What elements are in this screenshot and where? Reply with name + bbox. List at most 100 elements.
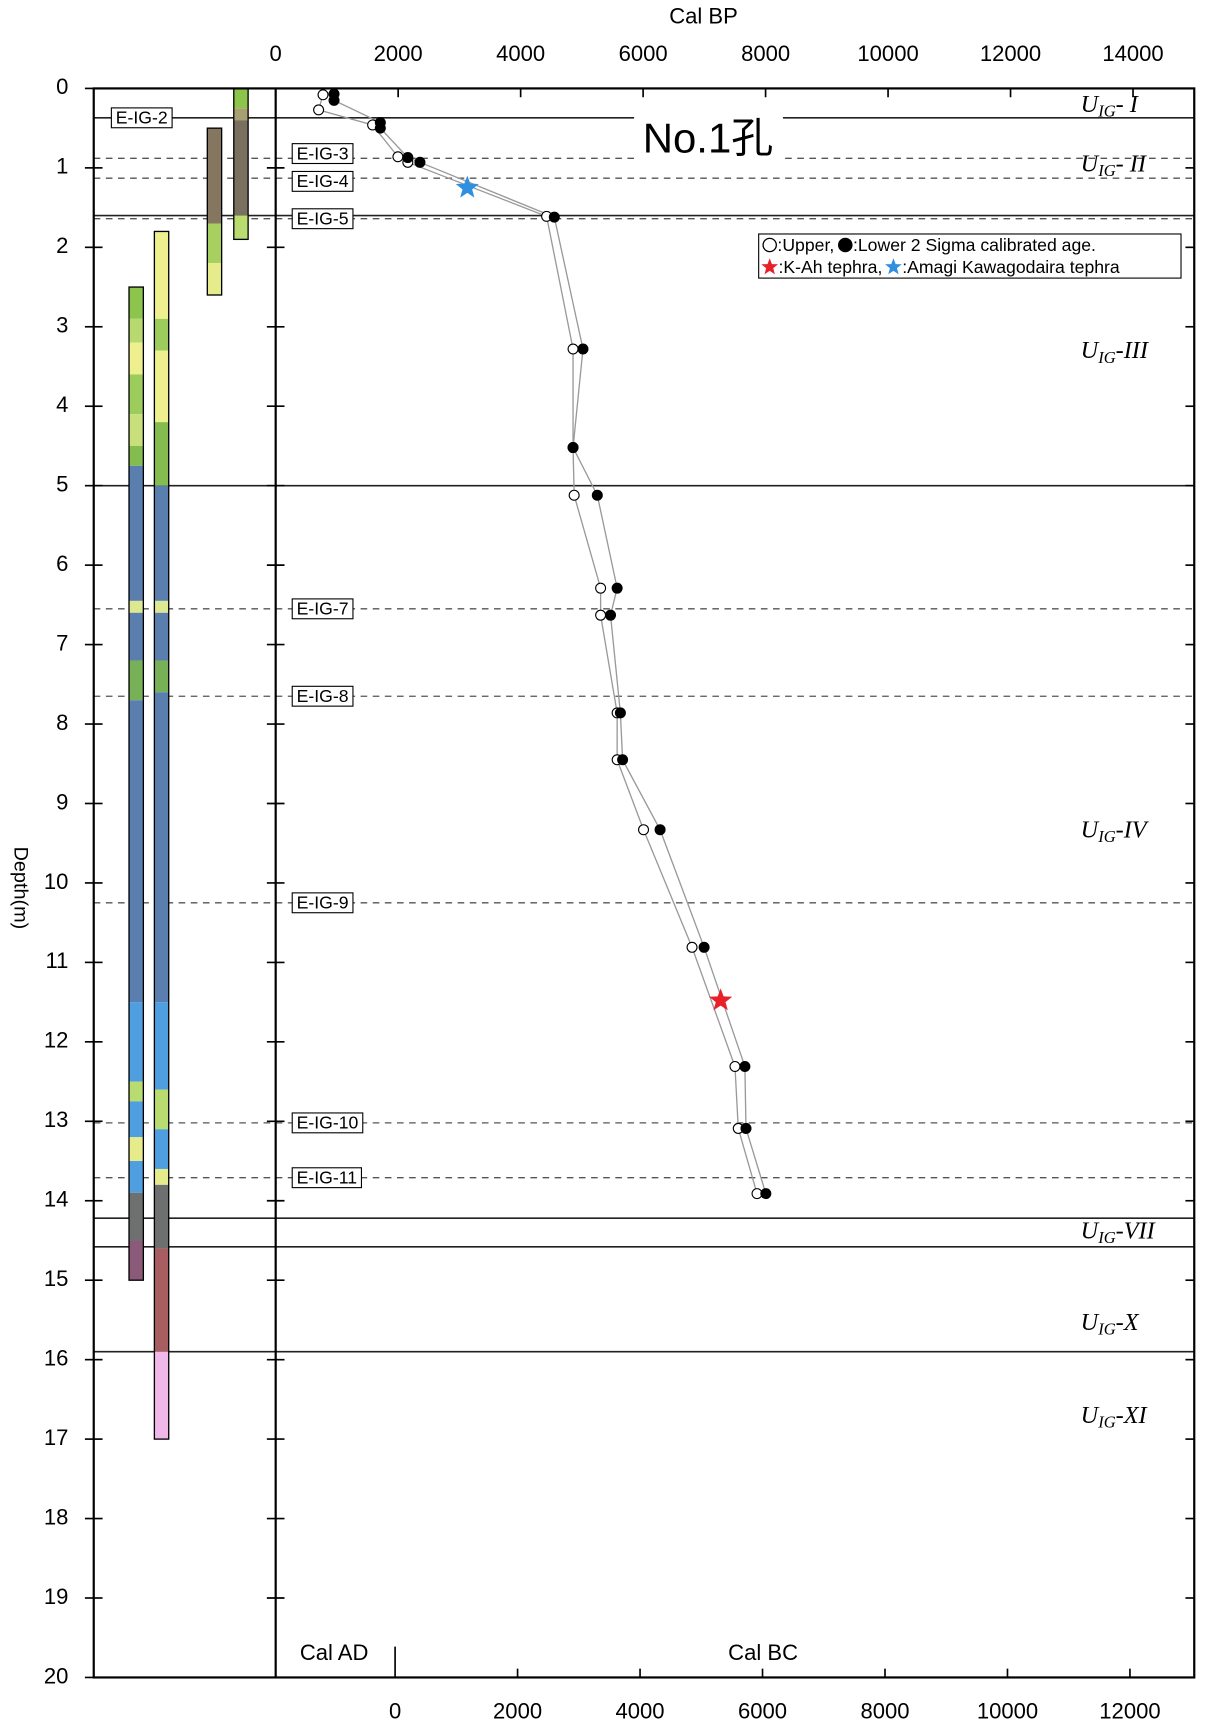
unit-suffix: -III (1116, 337, 1150, 364)
unit-label: UIG-VII (1081, 1217, 1157, 1247)
tephra-label: E-IG-5 (291, 208, 354, 230)
y-tick-label: 14 (44, 1187, 69, 1212)
data-point (567, 343, 579, 355)
tephra-label-box (291, 1167, 363, 1189)
core-segment (129, 1137, 144, 1162)
tephra-label-text: E-IG-3 (297, 143, 349, 163)
core-segment (154, 350, 169, 423)
tephra-star (455, 175, 479, 198)
x-tick-label: 14000 (1102, 41, 1163, 66)
tephra-label-text: E-IG-9 (297, 893, 349, 913)
tephra-label-box (291, 143, 354, 165)
core-segment (129, 612, 144, 661)
y-tick-label: 19 (44, 1584, 69, 1609)
y-tick-label: 1 (56, 154, 68, 179)
core-segment (129, 374, 144, 415)
tephra-label-box (291, 892, 354, 914)
unit-label: UIG- I (1081, 90, 1140, 120)
tephra-label: E-IG-8 (291, 685, 354, 707)
data-point (567, 442, 579, 454)
unit-sub: IG (1097, 101, 1116, 120)
x-axis-title: Cal BP (669, 4, 738, 29)
legend-star (885, 258, 902, 275)
unit-sub: IG (1097, 161, 1116, 180)
unit-suffix: - II (1116, 150, 1148, 177)
chart-title: No.1孔 (643, 114, 773, 161)
x2-left-label: Cal AD (300, 1640, 369, 1665)
core-segment (154, 612, 169, 661)
core-segment (154, 1089, 169, 1130)
core-segment (129, 1101, 144, 1138)
core-outline (128, 286, 145, 1281)
unit-main: U (1081, 1217, 1100, 1244)
tephra-label-box (110, 107, 173, 129)
core-segment (129, 700, 144, 1003)
core-segment (233, 120, 249, 216)
x-tick-label: 6000 (619, 41, 668, 66)
y-tick-label: 15 (44, 1266, 69, 1291)
core-segment (207, 128, 222, 224)
legend-label: :K-Ah tephra, (779, 257, 883, 277)
data-point (402, 152, 414, 164)
core-segment (129, 1081, 144, 1102)
unit-label: UIG-X (1081, 1308, 1140, 1338)
core-segment (154, 1168, 169, 1185)
core-outline (206, 127, 223, 296)
x2-tick-label: 12000 (1099, 1699, 1160, 1724)
x-tick-label: 2000 (374, 41, 423, 66)
x-tick-label: 12000 (980, 41, 1041, 66)
tephra-label-text: E-IG-8 (297, 686, 349, 706)
tephra-label-text: E-IG-4 (297, 171, 349, 191)
tephra-label-text: E-IG-2 (116, 108, 168, 128)
y-tick-label: 12 (44, 1028, 69, 1053)
unit-sub: IG (1097, 1319, 1116, 1338)
y-tick-label: 16 (44, 1345, 69, 1370)
legend-label: :Amagi Kawagodaira tephra (902, 257, 1120, 277)
y-tick-label: 0 (56, 74, 68, 99)
legend-marker (762, 237, 777, 253)
core-segment (129, 1192, 144, 1241)
tephra-label: E-IG-9 (291, 892, 354, 914)
legend: :Upper, :Lower 2 Sigma calibrated age.:K-… (758, 233, 1182, 279)
data-point (595, 609, 607, 621)
core-segment (154, 422, 169, 486)
x-tick-label: 10000 (857, 41, 918, 66)
y-tick-label: 17 (44, 1425, 69, 1450)
core-segment (129, 445, 144, 466)
tephra-label-box (291, 598, 354, 620)
data-point (605, 609, 617, 621)
tephra-label: E-IG-4 (291, 170, 354, 192)
core-segment (154, 660, 169, 693)
series-line (317, 94, 758, 1194)
tephra-label-text: E-IG-11 (297, 1167, 357, 1187)
core-segment (154, 318, 169, 351)
legend-label: :Upper, (777, 235, 834, 255)
data-point (313, 104, 325, 116)
tephra-label: E-IG-11 (291, 1167, 363, 1189)
data-point (686, 941, 698, 953)
unit-sub: IG (1097, 827, 1116, 846)
tephra-label-text: E-IG-5 (297, 208, 349, 228)
core-segment (207, 263, 222, 295)
tephra-label-box (291, 170, 354, 192)
legend-box (758, 233, 1182, 279)
core-outline (153, 230, 170, 1440)
y-tick-label: 10 (44, 869, 69, 894)
core-segment (129, 342, 144, 375)
legend-marker (838, 237, 853, 253)
tephra-star (709, 988, 733, 1011)
unit-main: U (1081, 90, 1100, 117)
data-point (760, 1188, 772, 1200)
legend-label: :Lower 2 Sigma calibrated age. (853, 235, 1096, 255)
unit-sub: IG (1097, 348, 1116, 367)
core-segment (154, 231, 169, 319)
data-point (328, 94, 340, 106)
x2-tick-label: 10000 (977, 1699, 1038, 1724)
core-segment (233, 215, 249, 240)
unit-sub: IG (1097, 1228, 1116, 1247)
legend-star (761, 258, 779, 275)
y-tick-label: 20 (44, 1663, 69, 1688)
unit-label: UIG- II (1081, 150, 1148, 180)
core-segment (129, 600, 144, 613)
